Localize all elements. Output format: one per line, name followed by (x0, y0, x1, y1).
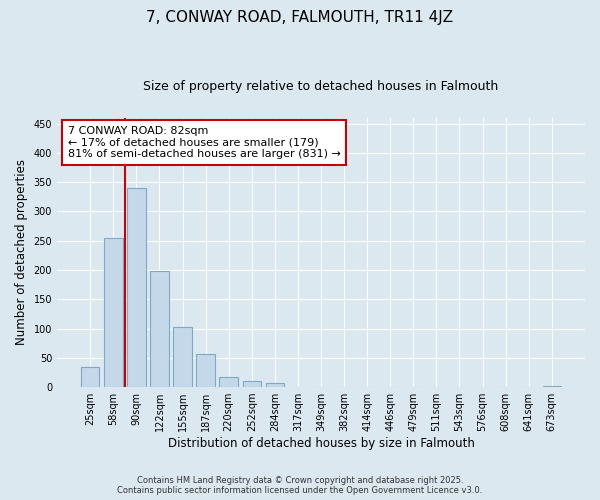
Text: Contains HM Land Registry data © Crown copyright and database right 2025.
Contai: Contains HM Land Registry data © Crown c… (118, 476, 482, 495)
Bar (242, 381, 261, 387)
Bar (104, 238, 122, 387)
X-axis label: Distribution of detached houses by size in Falmouth: Distribution of detached houses by size … (167, 437, 475, 450)
Bar (196, 354, 215, 387)
Bar (127, 188, 146, 387)
Bar (266, 383, 284, 387)
Bar (542, 386, 561, 387)
Y-axis label: Number of detached properties: Number of detached properties (15, 160, 28, 346)
Bar (173, 327, 192, 387)
Bar (220, 376, 238, 387)
Text: 7, CONWAY ROAD, FALMOUTH, TR11 4JZ: 7, CONWAY ROAD, FALMOUTH, TR11 4JZ (146, 10, 454, 25)
Bar (150, 271, 169, 387)
Bar (81, 366, 100, 387)
Text: 7 CONWAY ROAD: 82sqm
← 17% of detached houses are smaller (179)
81% of semi-deta: 7 CONWAY ROAD: 82sqm ← 17% of detached h… (68, 126, 340, 159)
Title: Size of property relative to detached houses in Falmouth: Size of property relative to detached ho… (143, 80, 499, 93)
